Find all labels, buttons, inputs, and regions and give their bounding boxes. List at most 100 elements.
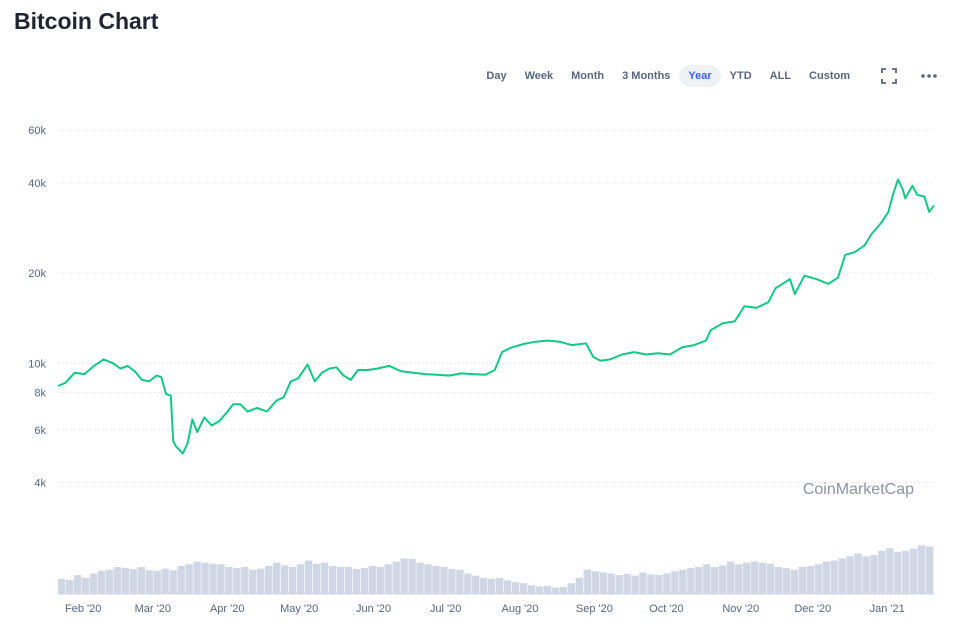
volume-bar	[639, 572, 647, 594]
volume-bar	[647, 574, 655, 594]
y-tick-label: 6k	[34, 425, 46, 437]
volume-bar	[806, 565, 814, 594]
volume-bar	[280, 565, 289, 594]
volume-bar	[424, 564, 432, 594]
volume-bar	[742, 562, 751, 594]
range-button-3-months[interactable]: 3 Months	[622, 70, 671, 82]
volume-bar	[81, 577, 90, 594]
range-button-month[interactable]: Month	[571, 70, 605, 82]
x-tick-label: Nov '20	[722, 603, 759, 615]
volume-bar	[89, 573, 98, 594]
volume-bar	[58, 578, 66, 594]
volume-bar	[480, 577, 488, 594]
range-button-all[interactable]: ALL	[769, 70, 792, 82]
x-tick-label: Jun '20	[356, 603, 391, 615]
volume-bar	[607, 573, 615, 594]
volume-bar	[734, 564, 743, 594]
volume-bar	[288, 567, 297, 594]
volume-bar	[918, 545, 926, 594]
volume-bar	[328, 565, 337, 594]
volume-bar	[726, 561, 735, 594]
volume-bar	[559, 586, 568, 594]
fullscreen-button[interactable]	[875, 64, 903, 88]
y-tick-label: 8k	[34, 387, 46, 399]
volume-bar	[878, 550, 886, 594]
volume-bar	[384, 564, 392, 594]
volume-bar	[615, 575, 623, 594]
volume-bar	[336, 567, 345, 594]
range-button-custom[interactable]: Custom	[809, 70, 850, 82]
x-tick-label: Dec '20	[794, 603, 831, 615]
volume-bar	[169, 570, 177, 594]
volume-bar	[695, 567, 703, 594]
watermark: CoinMarketCap	[803, 481, 914, 498]
volume-bar	[862, 556, 870, 594]
volume-bar	[718, 565, 727, 594]
volume-bar	[464, 573, 472, 594]
volume-bar	[758, 562, 767, 594]
volume-bar	[137, 567, 145, 594]
range-button-year[interactable]: Year	[679, 65, 721, 87]
volume-bar	[687, 568, 695, 594]
volume-bar	[623, 574, 631, 594]
volume-bar	[527, 585, 536, 594]
volume-bar	[472, 575, 480, 594]
x-tick-label: Jul '20	[430, 603, 461, 615]
volume-bar	[575, 577, 583, 594]
volume-bar	[416, 562, 424, 594]
volume-bar	[312, 563, 321, 594]
y-tick-label: 20k	[28, 268, 46, 280]
range-button-ytd[interactable]: YTD	[729, 70, 752, 82]
volume-bar	[671, 571, 679, 594]
volume-bar	[703, 564, 711, 594]
volume-bar	[185, 564, 193, 594]
volume-bars	[58, 545, 934, 594]
x-tick-label: Sep '20	[576, 603, 613, 615]
volume-bar	[679, 569, 687, 594]
volume-bar	[599, 572, 607, 594]
volume-bar	[894, 551, 902, 594]
volume-bar	[368, 565, 376, 594]
volume-bar	[177, 565, 185, 594]
fullscreen-icon	[881, 68, 897, 84]
volume-bar	[320, 562, 329, 594]
volume-bar	[511, 582, 520, 594]
y-axis: 4k 6k 8k 10k 20k 40k 60k	[28, 125, 46, 489]
volume-bar	[201, 562, 209, 594]
volume-bar	[543, 585, 552, 594]
volume-bar	[217, 564, 225, 594]
volume-bar	[440, 567, 448, 594]
volume-bar	[766, 563, 775, 594]
range-button-week[interactable]: Week	[524, 70, 554, 82]
volume-bar	[209, 563, 217, 594]
volume-bar	[153, 570, 161, 594]
volume-bar	[591, 571, 599, 594]
range-button-day[interactable]: Day	[486, 70, 507, 82]
volume-bar	[113, 567, 122, 594]
volume-bar	[663, 573, 671, 594]
volume-bar	[838, 558, 846, 594]
volume-bar	[583, 569, 591, 594]
x-tick-label: Apr '20	[210, 603, 245, 615]
volume-bar	[233, 568, 241, 594]
volume-bar	[241, 567, 249, 594]
volume-bar	[73, 575, 82, 594]
volume-bar	[121, 568, 130, 594]
volume-bar	[846, 556, 854, 594]
volume-bar	[774, 567, 783, 594]
more-options-icon	[921, 74, 937, 78]
volume-bar	[854, 553, 862, 594]
x-tick-label: Oct '20	[649, 603, 684, 615]
volume-bar	[296, 564, 305, 594]
volume-bar	[870, 555, 878, 594]
volume-bar	[830, 560, 838, 594]
volume-bar	[448, 569, 456, 594]
volume-bar	[910, 548, 918, 594]
volume-bar	[193, 561, 201, 594]
x-axis: Feb '20 Mar '20 Apr '20 May '20 Jun '20 Jul '…	[65, 603, 905, 615]
more-options-button[interactable]	[915, 64, 943, 88]
volume-bar	[344, 567, 353, 594]
volume-bar	[814, 564, 822, 594]
volume-bar	[376, 567, 384, 594]
